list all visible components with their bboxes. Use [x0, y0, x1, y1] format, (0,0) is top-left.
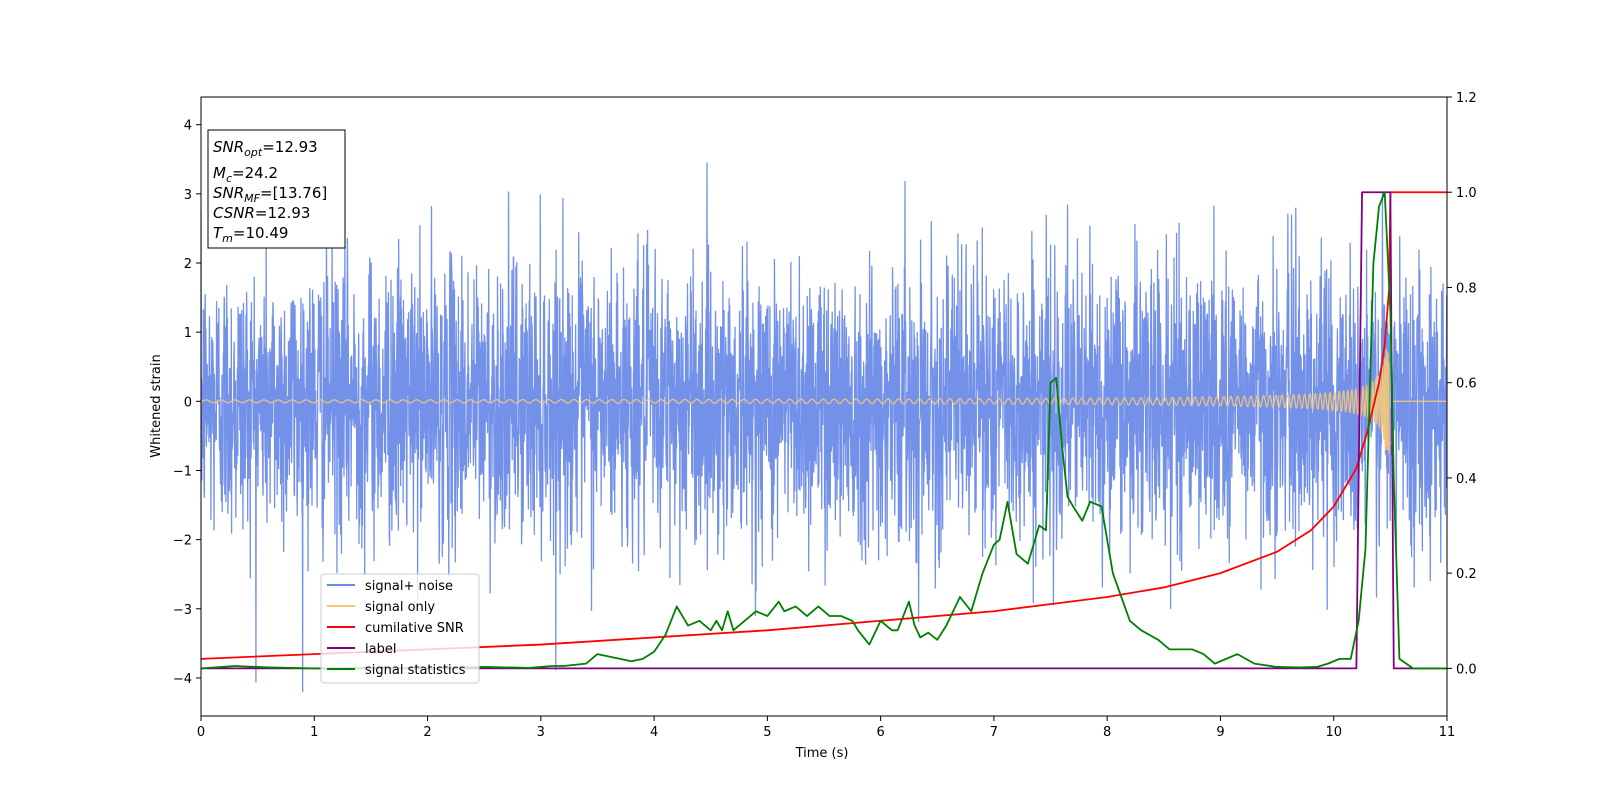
y-right-tick-label: 0.2: [1456, 567, 1477, 582]
legend-label-signal-statistics: signal statistics: [365, 663, 466, 678]
y-left-tick-label: 3: [184, 188, 192, 203]
x-tick-label: 2: [423, 725, 431, 740]
series-cumulative-snr-line: [201, 191, 1447, 660]
info-tm: Tm=10.49: [213, 224, 288, 245]
x-axis: 0 1 2 3 4 5 6 7 8 9 10 11: [197, 716, 1455, 740]
info-csnr: CSNR=12.93: [213, 204, 310, 222]
y-axis-left: 4 3 2 1 0 −1 −2 −3 −4: [173, 119, 201, 687]
y-left-tick-label: −1: [173, 464, 192, 479]
legend-label-signal-noise: signal+ noise: [365, 579, 453, 594]
y-right-tick-label: 1.2: [1456, 91, 1477, 106]
x-tick-label: 6: [876, 725, 884, 740]
x-tick-label: 7: [990, 725, 998, 740]
x-tick-label: 3: [537, 725, 545, 740]
x-tick-label: 1: [310, 725, 318, 740]
info-snr-opt: SNRopt=12.93: [213, 138, 318, 159]
y-axis-right: 1.2 1.0 0.8 0.6 0.4 0.2 0.0: [1447, 91, 1477, 677]
y-left-tick-label: 0: [184, 395, 192, 410]
series-signal-only-line: [201, 348, 1447, 454]
x-axis-label: Time (s): [795, 746, 849, 761]
y-left-tick-label: 2: [184, 257, 192, 272]
series-signal-statistics-line: [201, 191, 1447, 670]
y-right-tick-label: 0.4: [1456, 472, 1477, 487]
legend: signal+ noise signal only cumilative SNR…: [320, 573, 480, 684]
y-left-tick-label: 4: [184, 119, 192, 134]
x-tick-label: 0: [197, 725, 205, 740]
y-right-tick-label: 1.0: [1456, 186, 1477, 201]
x-tick-label: 9: [1216, 725, 1224, 740]
info-box: SNRopt=12.93 Mc=24.2 SNRMF=[13.76] CSNR=…: [207, 129, 346, 249]
legend-label-cumulative-snr: cumilative SNR: [365, 621, 464, 636]
series-label-line: [201, 191, 1447, 670]
info-mc: Mc=24.2: [213, 164, 278, 185]
y-left-tick-label: −2: [173, 534, 192, 549]
x-tick-label: 8: [1103, 725, 1111, 740]
y-left-tick-label: 1: [184, 326, 192, 341]
x-tick-label: 10: [1325, 725, 1342, 740]
legend-label-label: label: [365, 642, 396, 657]
x-tick-label: 4: [650, 725, 658, 740]
y-axis-label: Whitened strain: [149, 354, 164, 457]
plot-frame: [200, 96, 1448, 717]
series-layer: [201, 162, 1447, 693]
y-left-tick-label: −4: [173, 672, 192, 687]
legend-label-signal-only: signal only: [365, 600, 435, 615]
x-tick-label: 11: [1439, 725, 1456, 740]
y-left-tick-label: −3: [173, 603, 192, 618]
y-right-tick-label: 0.0: [1456, 662, 1477, 677]
y-right-tick-label: 0.6: [1456, 377, 1477, 392]
y-right-tick-label: 0.8: [1456, 281, 1477, 296]
x-tick-label: 5: [763, 725, 771, 740]
info-snr-mf: SNRMF=[13.76]: [213, 184, 327, 205]
